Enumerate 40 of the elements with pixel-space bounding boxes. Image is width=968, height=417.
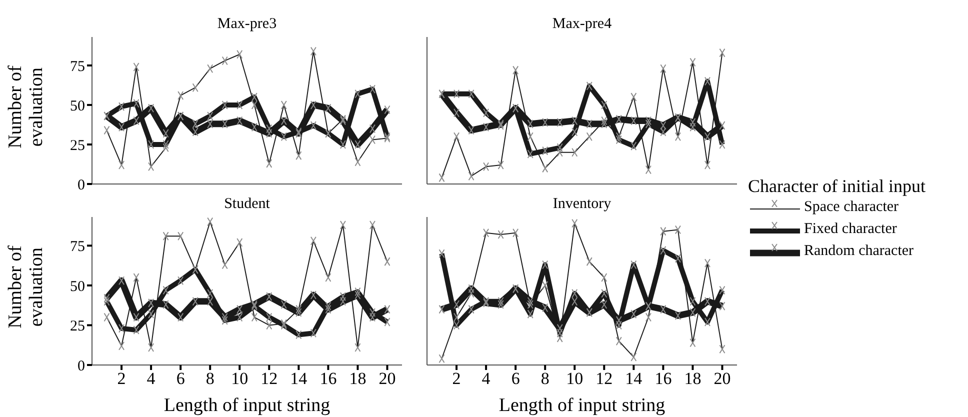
y-tick-label: 0 <box>78 177 85 194</box>
chart-title: Max-pre4 <box>551 16 613 33</box>
x-tick-label: 12 <box>596 369 613 388</box>
chart-title: Max-pre3 <box>216 16 278 33</box>
x-axis-title: Length of input string <box>498 395 666 416</box>
chart-title: Inventory <box>552 196 612 213</box>
x-tick-label: 8 <box>540 369 550 388</box>
x-tick-label: 4 <box>146 369 156 388</box>
legend-label: Random character <box>804 242 914 260</box>
y-axis-title: Number of evaluation <box>5 64 47 150</box>
x-tick-label: 16 <box>320 369 337 388</box>
y-axis-title: Number of evaluation <box>5 244 47 330</box>
x-tick-label: 8 <box>206 369 214 388</box>
legend-title: Character of initial input <box>748 176 926 196</box>
y-tick-label: 75 <box>70 58 85 75</box>
x-axis-title: Length of input string <box>164 395 331 416</box>
x-tick-label: 6 <box>511 369 520 388</box>
x-tick-label: 18 <box>684 369 702 388</box>
x-tick-label: 12 <box>260 369 278 388</box>
x-tick-label: 20 <box>378 369 396 388</box>
chart-title: Student <box>223 196 271 213</box>
y-tick-label: 25 <box>70 138 85 154</box>
x-tick-label: 20 <box>714 369 731 388</box>
x-tick-label: 2 <box>452 369 461 388</box>
x-tick-label: 14 <box>625 369 643 388</box>
x-tick-label: 16 <box>654 369 672 388</box>
x-tick-label: 6 <box>176 369 185 388</box>
x-tick-label: 2 <box>117 369 126 388</box>
x-tick-label: 14 <box>290 369 308 388</box>
y-tick-label: 25 <box>70 318 85 335</box>
x-tick-label: 10 <box>231 369 248 388</box>
legend-label: Space character <box>804 198 899 216</box>
y-tick-label: 75 <box>70 238 85 255</box>
legend-label: Fixed character <box>804 220 897 238</box>
y-tick-label: 50 <box>70 98 85 114</box>
y-tick-label: 0 <box>78 358 85 374</box>
y-tick-label: 50 <box>70 278 85 295</box>
x-tick-label: 4 <box>482 369 491 388</box>
x-tick-label: 18 <box>349 369 366 388</box>
x-tick-label: 10 <box>566 369 584 388</box>
